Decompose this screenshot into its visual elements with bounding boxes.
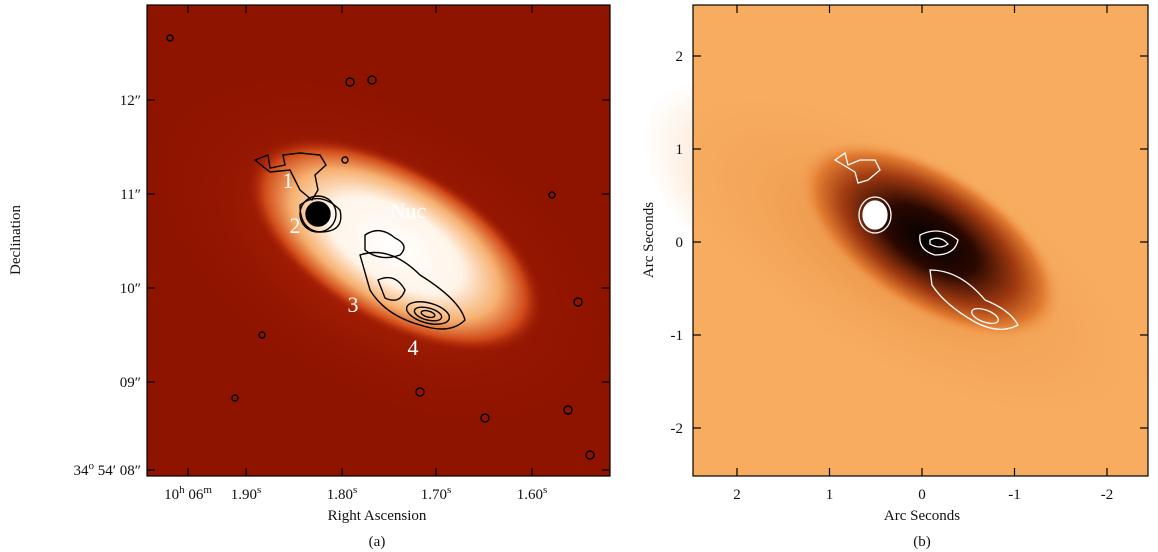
x-tick-label: 1.60s [517,484,548,503]
x-tick-label-part: h [179,484,185,496]
annotation: Nuc [390,198,427,223]
x-tick-label-part: 1.90 [231,487,257,503]
x-axis-label: Arc Seconds [884,508,960,524]
annotation: 1 [283,168,294,193]
panel-b-image [641,4,1158,477]
caption: (b) [913,534,931,550]
x-tick-label-part: 10 [164,487,179,503]
x-tick-label-part: 06 [185,487,204,503]
x-tick-label-part: s [447,484,451,496]
x-tick-label-part: 1.70 [421,487,447,503]
x-tick-label: 1.80s [327,484,358,503]
y-tick-label: 34o 54′ 08″ [73,460,141,479]
panel-a-image [142,4,618,477]
x-tick-label: 10h 06m [164,484,212,503]
y-tick-label: 09″ [120,375,141,391]
x-tick-label-part: s [543,484,547,496]
y-tick-label-part: 34 [73,463,89,479]
x-tick-label: 0 [918,487,926,503]
x-tick-label-part: s [257,484,261,496]
x-tick-label-part: s [353,484,357,496]
x-axis-label: Right Ascension [328,508,427,524]
y-tick-label-part: 11″ [120,187,141,203]
y-tick-label: 11″ [120,187,141,203]
x-tick-label: 1.90s [231,484,262,503]
y-tick-label-part: 09″ [120,375,141,391]
annotation: 4 [408,335,419,360]
y-tick-label: 10″ [120,281,141,297]
x-tick-label: 1 [826,487,834,503]
y-tick-label: 2 [676,49,684,65]
annotation: 2 [290,213,301,238]
caption: (a) [369,534,386,550]
x-tick-label: 2 [733,487,741,503]
y-axis-label: Arc Seconds [641,202,657,278]
y-tick-label: 0 [676,235,684,251]
x-tick-label-part: 1.60 [517,487,543,503]
y-tick-label: -1 [671,328,684,344]
y-tick-label-part: 12″ [120,93,141,109]
annotation: 3 [348,292,359,317]
x-tick-label-part: m [203,484,212,496]
x-tick-label: -2 [1101,487,1114,503]
y-tick-label-part: 10″ [120,281,141,297]
y-tick-label-part: 54′ 08″ [94,463,141,479]
y-tick-label: 12″ [120,93,141,109]
x-tick-label: -1 [1008,487,1021,503]
y-axis-label: Declination [8,205,24,275]
y-tick-label-part: o [88,460,94,472]
x-tick-label-part: 1.80 [327,487,353,503]
y-tick-label: 1 [676,142,684,158]
x-tick-label: 1.70s [421,484,452,503]
y-tick-label: -2 [671,421,684,437]
